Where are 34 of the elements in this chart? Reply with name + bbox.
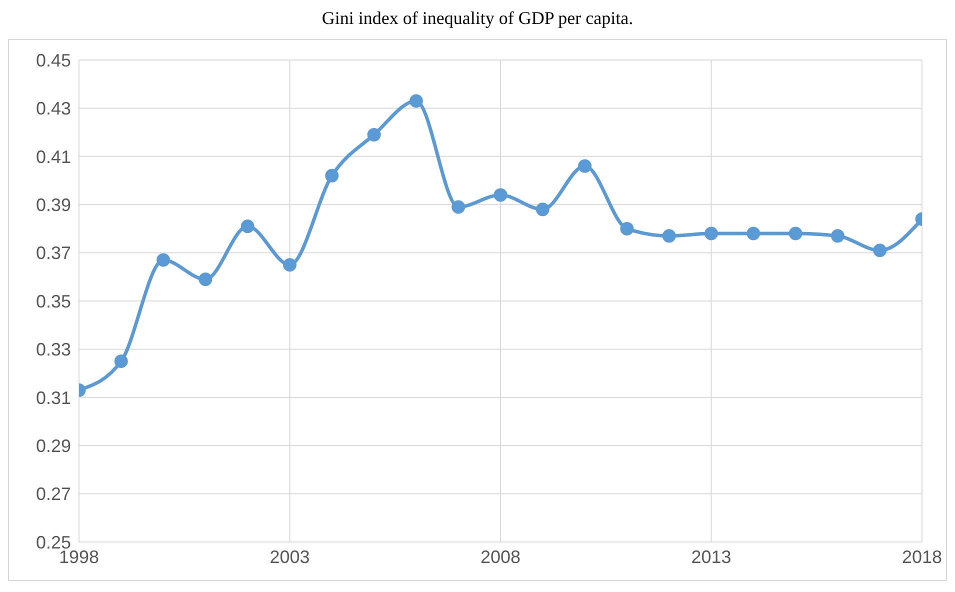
y-tick-label: 0.45 — [36, 50, 71, 70]
y-tick-label: 0.43 — [36, 98, 71, 119]
y-tick-label: 0.27 — [36, 484, 71, 504]
point — [198, 272, 212, 286]
point — [494, 188, 508, 202]
x-tick-label: 2013 — [691, 546, 732, 567]
y-tick-label: 0.31 — [36, 388, 71, 408]
point — [578, 159, 592, 173]
y-tick-label: 0.41 — [36, 146, 71, 167]
point — [409, 94, 423, 108]
y-tick-label: 0.37 — [36, 243, 71, 264]
point — [704, 226, 718, 240]
point — [367, 128, 381, 142]
point — [283, 258, 296, 272]
point — [156, 253, 170, 267]
y-tick-label: 0.29 — [36, 436, 71, 456]
point — [830, 229, 844, 243]
y-tick-label: 0.33 — [36, 340, 71, 360]
point — [662, 229, 676, 243]
point — [114, 354, 128, 368]
point — [240, 220, 254, 234]
point — [788, 226, 802, 240]
y-tick-label: 0.39 — [36, 194, 71, 215]
point — [452, 200, 466, 214]
chart-title: Gini index of inequality of GDP per capita. — [320, 8, 634, 29]
point — [873, 244, 887, 258]
x-tick-label: 2003 — [270, 546, 310, 567]
point — [325, 168, 339, 182]
x-tick-label: 2008 — [480, 546, 521, 567]
y-tick-label: 0.35 — [36, 291, 71, 312]
point — [746, 226, 760, 240]
x-tick-label: 2018 — [902, 546, 942, 567]
point — [536, 202, 550, 216]
point — [620, 222, 634, 236]
